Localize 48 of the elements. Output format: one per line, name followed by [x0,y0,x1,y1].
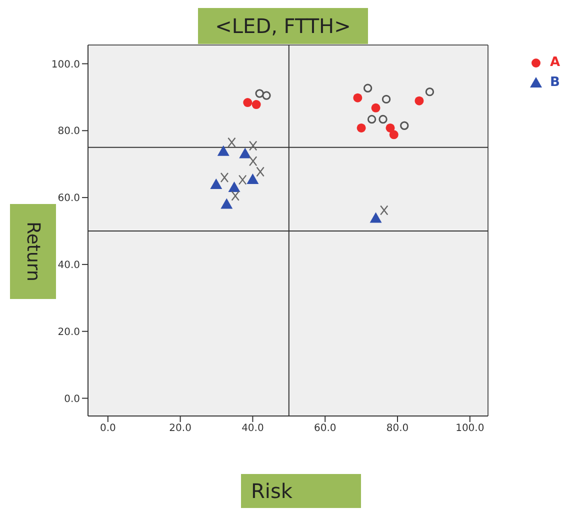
x-tick-label: 40.0 [242,423,264,434]
point [238,174,247,185]
point [353,93,362,102]
point [252,100,261,110]
point [217,145,230,156]
point [243,98,252,108]
point [367,114,376,124]
y-tick-label: 0.0 [64,394,80,405]
point [262,91,271,100]
point [210,178,222,189]
point [228,137,236,148]
point [363,84,372,93]
point [400,121,409,130]
x-tick-label: 80.0 [386,423,409,434]
point [371,103,380,112]
y-tick-label: 20.0 [58,326,80,338]
point [256,166,264,177]
y-axis-title: Return [22,222,44,282]
point [356,123,366,132]
point [231,190,240,201]
point [386,123,395,132]
point [382,94,391,104]
y-tick-label: 40.0 [58,260,80,272]
point [220,198,233,209]
point [246,173,259,184]
x-tick-label: 20.0 [169,423,192,434]
point [248,140,258,151]
point [228,182,240,192]
point [239,148,252,158]
x-tick-label: 0.0 [100,423,116,434]
x-tick-label: 100.0 [456,423,484,434]
legend-label: A [550,54,560,70]
point [255,89,264,98]
point [380,205,388,216]
point [248,156,258,166]
chart-title: <LED, FTTH> [198,8,368,44]
x-tick-label: 60.0 [314,423,336,434]
point [220,172,229,183]
point [370,212,382,223]
x-axis-title: Risk [241,474,361,508]
point [378,114,388,124]
legend-label: B [550,74,560,90]
y-tick-label: 80.0 [58,126,80,138]
y-tick-label: 100.0 [51,59,80,70]
y-tick-label: 60.0 [58,193,80,204]
point [414,96,424,106]
point [425,87,434,96]
point [389,130,398,140]
